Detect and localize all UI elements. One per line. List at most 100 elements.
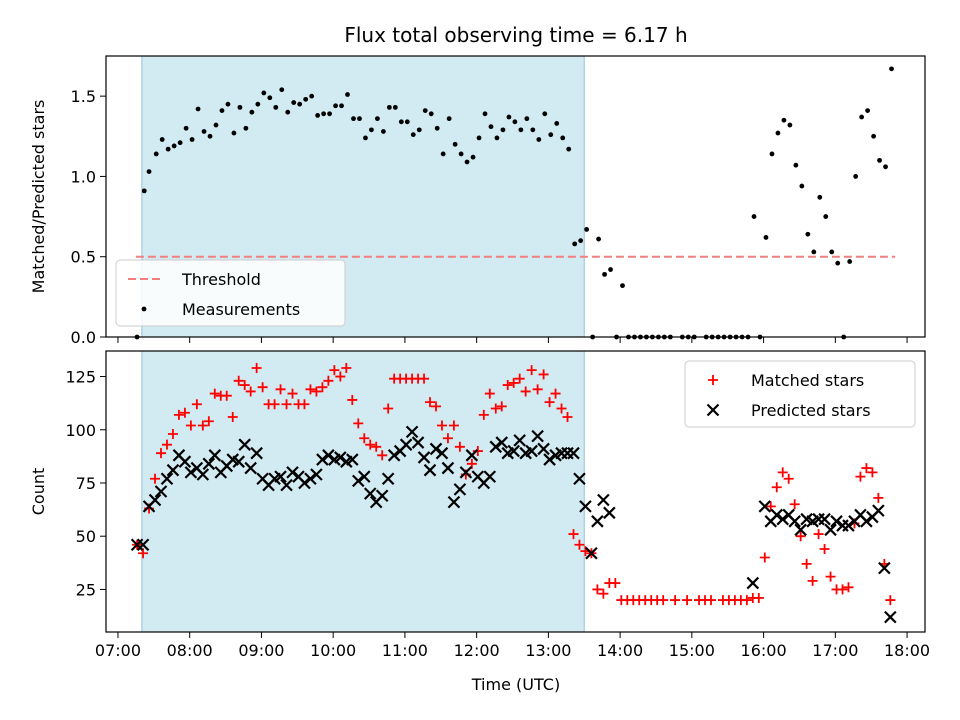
- data-point: [861, 463, 872, 474]
- data-point: [799, 183, 805, 189]
- data-point: [417, 451, 431, 464]
- data-point: [154, 485, 168, 498]
- x-tick-label: 14:00: [597, 641, 643, 660]
- data-point: [585, 546, 598, 560]
- data-point: [329, 365, 340, 376]
- data-point: [365, 439, 376, 450]
- legend-marker: [706, 403, 720, 417]
- x-axis-label: Time (UTC): [471, 675, 560, 694]
- legend-frame: [115, 259, 346, 327]
- data-point: [488, 124, 494, 130]
- data-point: [285, 109, 291, 115]
- data-point: [221, 390, 232, 401]
- data-point: [213, 122, 219, 128]
- data-point: [544, 397, 555, 408]
- data-point: [847, 259, 853, 264]
- data-point: [430, 401, 441, 412]
- data-point: [377, 450, 388, 461]
- data-point: [608, 267, 613, 272]
- data-point: [490, 403, 501, 414]
- data-point: [548, 132, 554, 138]
- data-point: [167, 429, 178, 440]
- data-point: [399, 438, 413, 451]
- data-point: [227, 411, 238, 422]
- data-point: [878, 561, 891, 575]
- data-point: [817, 194, 823, 200]
- data-point: [369, 127, 374, 133]
- data-point: [380, 129, 386, 134]
- data-point: [275, 384, 286, 395]
- data-point: [183, 125, 189, 131]
- data-point: [855, 471, 866, 482]
- data-point: [441, 461, 455, 475]
- data-point: [315, 113, 321, 118]
- data-point: [191, 399, 202, 410]
- chart-title: Flux total observing time = 6.17 h: [344, 23, 687, 47]
- data-point: [231, 130, 237, 136]
- data-point: [245, 386, 256, 397]
- data-point: [405, 425, 419, 439]
- data-point: [484, 388, 495, 399]
- data-point: [818, 512, 831, 526]
- data-point: [466, 458, 477, 469]
- y-tick-label: 75: [76, 474, 96, 493]
- data-point: [153, 151, 159, 157]
- data-point: [255, 101, 261, 107]
- data-point: [353, 418, 364, 429]
- data-point: [482, 111, 488, 117]
- data-point: [598, 588, 609, 599]
- data-point: [860, 515, 873, 528]
- data-point: [837, 584, 848, 595]
- data-point: [453, 483, 467, 496]
- data-point: [560, 135, 566, 141]
- data-point: [335, 371, 346, 382]
- data-point: [141, 188, 147, 194]
- x-tick-label: 15:00: [669, 641, 715, 660]
- x-tick-label: 08:00: [167, 641, 213, 660]
- data-point: [435, 446, 449, 460]
- y-tick-label: 25: [76, 580, 96, 599]
- data-point: [136, 538, 150, 551]
- data-point: [532, 384, 543, 395]
- data-point: [805, 231, 811, 237]
- data-point: [207, 133, 213, 139]
- legend-label: Measurements: [182, 300, 300, 319]
- data-point: [251, 363, 262, 374]
- data-point: [877, 157, 882, 163]
- data-point: [835, 260, 841, 266]
- legend: Threshold Measurements: [115, 259, 346, 327]
- data-point: [458, 151, 464, 157]
- data-point: [357, 470, 371, 483]
- data-point: [238, 438, 251, 451]
- data-point: [243, 125, 249, 131]
- data-point: [592, 584, 603, 595]
- data-point: [476, 135, 482, 141]
- data-point: [171, 143, 177, 149]
- data-point: [203, 416, 214, 427]
- data-point: [196, 468, 210, 481]
- data-point: [334, 451, 347, 464]
- data-point: [465, 449, 479, 462]
- data-point: [567, 446, 580, 460]
- data-point: [327, 111, 332, 117]
- data-point: [155, 448, 166, 459]
- data-point: [322, 449, 335, 462]
- data-point: [789, 499, 800, 510]
- data-point: [363, 487, 377, 500]
- data-point: [572, 241, 578, 247]
- data-point: [429, 442, 443, 456]
- data-point: [436, 420, 447, 431]
- series-predicted-stars: [130, 425, 897, 624]
- data-point: [138, 548, 149, 559]
- data-point: [871, 133, 876, 139]
- data-point: [422, 108, 428, 113]
- data-point: [279, 87, 285, 93]
- data-point: [345, 92, 350, 97]
- data-point: [359, 433, 370, 444]
- data-point: [775, 130, 781, 136]
- plot-frame: [105, 55, 926, 338]
- data-point: [267, 95, 273, 101]
- data-point: [889, 66, 894, 72]
- data-point: [610, 578, 621, 589]
